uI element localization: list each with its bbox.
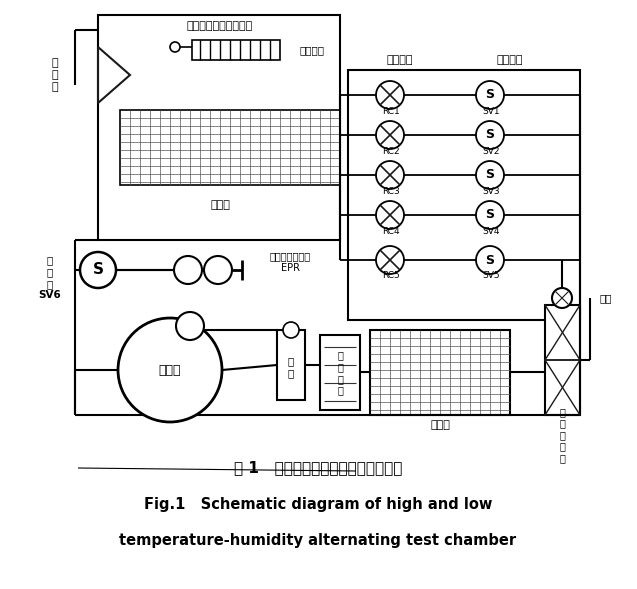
Bar [370,330,510,415]
Text: RC2: RC2 [382,147,400,155]
Circle shape [376,81,404,109]
Circle shape [283,322,299,338]
Text: RC4: RC4 [382,227,400,236]
Circle shape [176,312,204,340]
Text: SV2: SV2 [482,147,500,155]
Circle shape [118,318,222,422]
Text: RC1: RC1 [382,107,400,115]
Text: 视镜: 视镜 [600,293,613,303]
Circle shape [476,121,504,149]
Text: 證发压力调节阀
EPR: 證发压力调节阀 EPR [269,251,311,273]
Text: 循
环
风
扇: 循 环 风 扇 [337,350,343,395]
Bar [192,40,280,60]
Text: 高低温交变湿热试验笱: 高低温交变湿热试验笱 [187,21,253,31]
Bar [545,305,580,415]
Bar [277,330,305,400]
Text: S: S [485,168,494,181]
Bar [320,335,360,410]
Text: SV3: SV3 [482,187,500,196]
Text: RC5: RC5 [382,272,400,280]
Text: 电
磁
阀
SV6: 电 磁 阀 SV6 [39,256,61,300]
Text: Fig.1   Schematic diagram of high and low: Fig.1 Schematic diagram of high and low [144,498,492,512]
Circle shape [170,42,180,52]
Text: 电
加
热: 电 加 热 [52,58,59,92]
Bar [98,15,340,240]
Text: S: S [485,128,494,141]
Circle shape [80,252,116,288]
Circle shape [376,161,404,189]
Text: 證发器: 證发器 [210,200,230,210]
Circle shape [174,256,202,284]
Text: S: S [92,263,103,277]
Text: S: S [485,209,494,221]
Text: 油
分: 油 分 [288,356,294,378]
Text: S: S [485,253,494,266]
Text: 干
燥
过
滤
器: 干 燥 过 滤 器 [559,407,565,463]
Circle shape [476,81,504,109]
Circle shape [376,246,404,274]
Bar [120,110,340,185]
Circle shape [476,246,504,274]
Circle shape [376,121,404,149]
Circle shape [376,201,404,229]
Text: RC3: RC3 [382,187,400,196]
Bar [348,70,580,320]
Text: 图 1   高低温交变湿热试验笱实验装置: 图 1 高低温交变湿热试验笱实验装置 [234,461,402,475]
Text: S: S [485,88,494,101]
Text: 循环风扇: 循环风扇 [300,45,325,55]
Text: 膨胀阀组: 膨胀阀组 [387,55,413,65]
Text: SV5: SV5 [482,272,500,280]
Text: 压缩机: 压缩机 [159,363,182,376]
Circle shape [552,288,572,308]
Text: temperature-humidity alternating test chamber: temperature-humidity alternating test ch… [120,532,517,548]
Circle shape [204,256,232,284]
Text: 电磁鄀组: 电磁鄀组 [497,55,523,65]
Circle shape [476,201,504,229]
Text: SV4: SV4 [482,227,500,236]
Text: 冷凝器: 冷凝器 [430,420,450,430]
Text: SV1: SV1 [482,107,500,115]
Circle shape [476,161,504,189]
